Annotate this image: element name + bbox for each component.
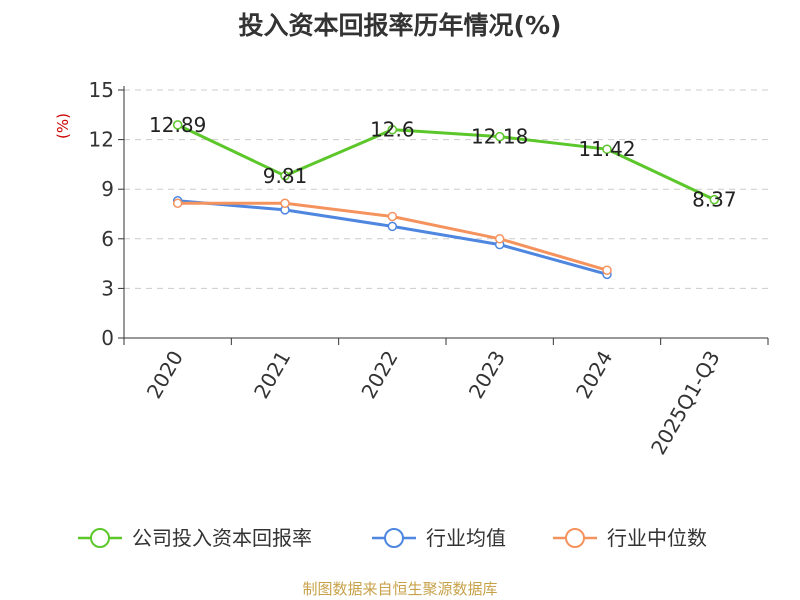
- x-tick-label: 2022: [356, 347, 402, 403]
- data-label: 9.81: [263, 164, 308, 188]
- data-label: 8.37: [692, 188, 737, 212]
- legend-marker: [90, 528, 110, 548]
- y-axis-label: (%): [54, 113, 72, 139]
- y-tick-label: 15: [89, 78, 114, 102]
- data-point: [494, 234, 505, 244]
- series-line-0: [176, 123, 716, 202]
- x-tick-label: 2021: [249, 347, 295, 403]
- data-point: [172, 120, 183, 130]
- legend[interactable]: 公司投入资本回报率 行业均值 行业中位数: [78, 526, 707, 550]
- data-point: [172, 198, 183, 209]
- legend-marker: [565, 528, 585, 548]
- data-point: [387, 221, 398, 232]
- y-tick-label: 9: [101, 177, 114, 201]
- data-label: 12.89: [149, 113, 206, 137]
- legend-label: 行业均值: [426, 526, 506, 550]
- data-labels: 12.89 9.81 12.6 12.18 11.42 8.37: [149, 113, 737, 212]
- x-tick-label: 2023: [464, 347, 510, 403]
- y-tick-label: 12: [89, 128, 114, 152]
- legend-label: 行业中位数: [607, 526, 707, 550]
- legend-item-0[interactable]: 公司投入资本回报率: [78, 526, 312, 550]
- series-lines: [172, 120, 720, 280]
- y-tick-label: 0: [101, 326, 114, 350]
- data-point: [387, 124, 398, 135]
- data-label: 12.6: [370, 118, 415, 142]
- x-tick-label: 2020: [142, 347, 188, 403]
- grid-lines: [124, 89, 768, 289]
- data-point: [709, 194, 720, 205]
- legend-marker: [384, 528, 404, 548]
- data-point: [280, 171, 290, 181]
- data-point: [387, 211, 398, 222]
- legend-item-2[interactable]: 行业中位数: [553, 526, 707, 550]
- legend-label: 公司投入资本回报率: [132, 526, 312, 550]
- data-point: [494, 131, 505, 142]
- x-tick-label: 2025Q1-Q3: [646, 347, 725, 459]
- data-label: 12.18: [471, 125, 528, 149]
- y-tick-label: 3: [101, 276, 114, 300]
- y-tick-label: 6: [101, 227, 114, 251]
- x-tick-label: 2024: [571, 347, 617, 403]
- source-note: 制图数据来自恒生聚源数据库: [302, 580, 497, 598]
- data-point: [280, 198, 290, 209]
- chart-title: 投入资本回报率历年情况(%): [239, 11, 562, 40]
- data-point: [602, 144, 612, 154]
- legend-item-1[interactable]: 行业均值: [372, 526, 506, 550]
- data-point: [602, 265, 612, 275]
- data-label: 11.42: [578, 137, 635, 161]
